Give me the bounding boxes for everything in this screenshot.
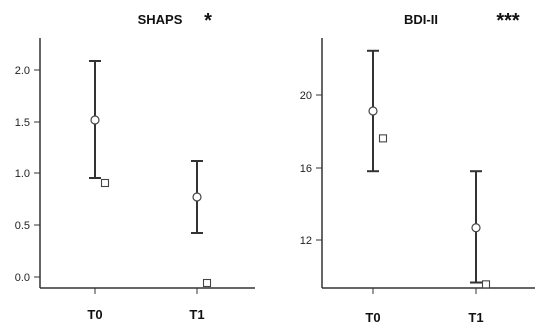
x-ticks: T0 T1 xyxy=(365,288,484,325)
panel-shaps: SHAPS * 0.0 0.5 1.0 1.5 2.0 T0 T1 xyxy=(15,10,255,322)
y-tick-label: 12 xyxy=(300,235,312,247)
significance-marker: * xyxy=(204,10,212,32)
y-tick-label: 0.0 xyxy=(15,272,30,284)
mean-point xyxy=(471,223,481,233)
mean-point xyxy=(192,192,202,202)
square-point xyxy=(481,280,491,289)
y-ticks: 0.0 0.5 1.0 1.5 2.0 xyxy=(15,65,40,284)
mean-point xyxy=(90,115,100,125)
chart-title: SHAPS xyxy=(138,12,183,27)
significance-marker: *** xyxy=(496,10,520,32)
y-ticks: 12 16 20 xyxy=(300,90,322,247)
square-point xyxy=(202,278,212,288)
plot-area xyxy=(367,49,491,289)
x-ticks: T0 T1 xyxy=(87,288,205,322)
y-tick-label: 0.5 xyxy=(15,220,30,232)
y-tick-label: 1.0 xyxy=(15,168,30,180)
y-tick-label: 2.0 xyxy=(15,65,30,77)
square-point xyxy=(378,134,388,143)
y-tick-label: 20 xyxy=(300,90,312,102)
y-tick-label: 1.5 xyxy=(15,117,30,129)
mean-point xyxy=(368,106,378,116)
y-tick-label: 16 xyxy=(300,163,312,175)
square-point xyxy=(100,178,110,188)
x-category-label: T0 xyxy=(365,310,380,325)
x-category-label: T0 xyxy=(87,307,102,322)
x-category-label: T1 xyxy=(189,307,204,322)
plot-area xyxy=(89,60,212,288)
chart-title: BDI-II xyxy=(404,12,438,27)
x-category-label: T1 xyxy=(468,310,483,325)
panel-bdi-ii: BDI-II *** 12 16 20 T0 T1 xyxy=(300,10,535,325)
